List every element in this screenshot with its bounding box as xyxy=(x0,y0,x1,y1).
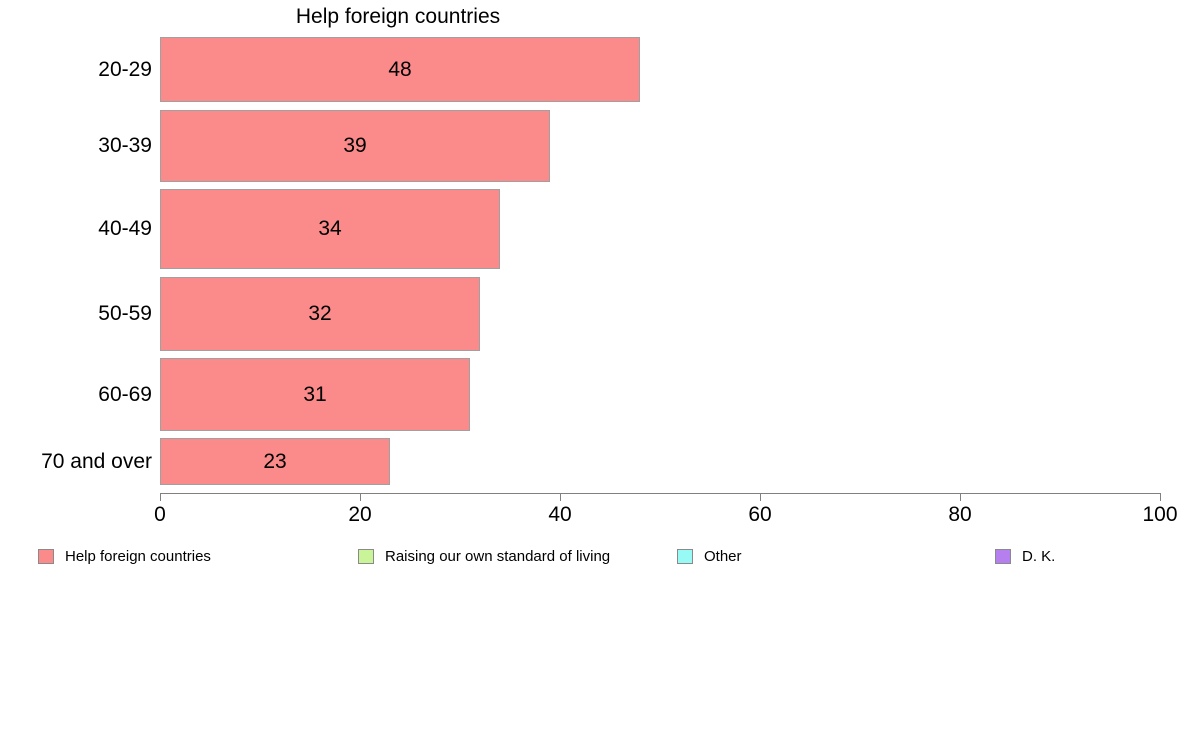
category-label: 60-69 xyxy=(98,382,152,406)
bar-value-label: 48 xyxy=(388,57,412,81)
x-axis-line xyxy=(160,493,1161,494)
legend-label: D. K. xyxy=(1022,548,1056,565)
bar-value-label: 32 xyxy=(308,302,332,325)
legend-label: Raising our own standard of living xyxy=(385,548,611,565)
legend-item: Raising our own standard of living xyxy=(358,548,610,565)
x-axis-tick-label: 60 xyxy=(748,503,772,526)
legend-swatch xyxy=(38,549,54,564)
x-axis-tick xyxy=(1160,493,1161,501)
x-axis-tick xyxy=(160,493,161,501)
bar-value-label: 31 xyxy=(303,382,327,406)
bar-value-label: 34 xyxy=(318,217,342,240)
bar: 48 xyxy=(160,37,640,102)
bar: 31 xyxy=(160,358,470,431)
category-label: 50-59 xyxy=(98,302,152,325)
bar-value-label: 39 xyxy=(343,134,367,157)
category-label: 20-29 xyxy=(98,57,152,81)
x-axis-tick-label: 100 xyxy=(1142,503,1178,526)
legend-item: Other xyxy=(677,548,742,565)
category-label: 40-49 xyxy=(98,217,152,240)
bar: 32 xyxy=(160,277,480,351)
chart-title: Help foreign countries xyxy=(295,5,501,28)
legend-label: Help foreign countries xyxy=(65,548,211,565)
x-axis-tick-label: 80 xyxy=(948,503,972,526)
bar: 39 xyxy=(160,110,550,182)
category-label: 30-39 xyxy=(98,134,152,157)
x-axis-tick-label: 40 xyxy=(548,503,572,526)
legend-swatch xyxy=(995,549,1011,564)
legend-item: D. K. xyxy=(995,548,1055,565)
x-axis-tick-label: 0 xyxy=(154,503,166,526)
bar-value-label: 23 xyxy=(263,449,287,473)
bar: 23 xyxy=(160,438,390,485)
x-axis-tick-label: 20 xyxy=(348,503,372,526)
category-label: 70 and over xyxy=(41,449,152,473)
legend-label: Other xyxy=(704,548,742,565)
x-axis-tick xyxy=(960,493,961,501)
legend-item: Help foreign countries xyxy=(38,548,211,565)
legend-swatch xyxy=(358,549,374,564)
x-axis-tick xyxy=(760,493,761,501)
legend-swatch xyxy=(677,549,693,564)
x-axis-tick xyxy=(560,493,561,501)
x-axis-tick xyxy=(360,493,361,501)
bar: 34 xyxy=(160,189,500,269)
